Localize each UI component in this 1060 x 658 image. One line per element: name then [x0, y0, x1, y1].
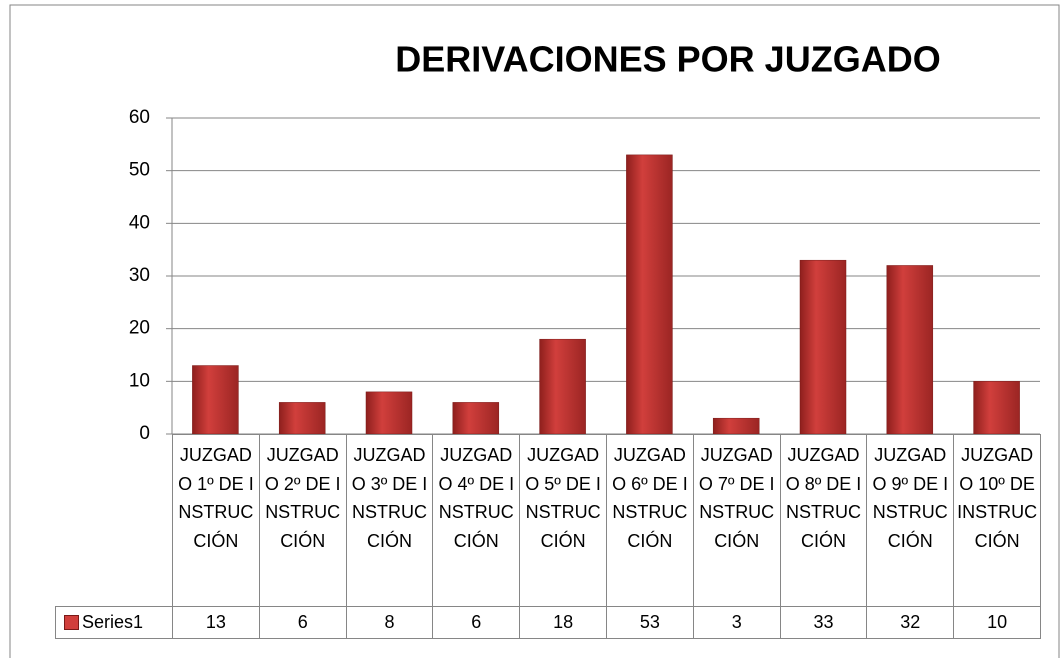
- y-tick-label: 20: [129, 318, 150, 339]
- bar: [278, 402, 326, 435]
- bar: [712, 417, 760, 435]
- y-tick-label: 60: [129, 107, 150, 128]
- bar: [973, 381, 1020, 435]
- y-tick-label: 30: [129, 265, 150, 286]
- legend-marker: [64, 615, 79, 630]
- category-cell: JUZGADO 8º DE INSTRUCCIÓN: [779, 434, 868, 607]
- category-cell: JUZGADO 5º DE INSTRUCCIÓN: [519, 434, 607, 607]
- value-cell: 13: [172, 606, 260, 639]
- value-cell: 53: [606, 606, 694, 639]
- category-cell: JUZGADO 6º DE INSTRUCCIÓN: [606, 434, 694, 607]
- category-cell: JUZGADO 3º DE INSTRUCCIÓN: [345, 434, 434, 607]
- bar: [799, 259, 847, 435]
- y-tick-label: 40: [129, 212, 150, 233]
- value-cell: 6: [432, 606, 521, 639]
- value-cell: 6: [258, 606, 347, 639]
- y-tick-label: 50: [129, 160, 150, 181]
- y-tick-label: 10: [129, 370, 150, 391]
- chart-title: DERIVACIONES POR JUZGADO: [395, 39, 940, 80]
- value-cell: 18: [519, 606, 607, 639]
- category-cell: JUZGADO 9º DE INSTRUCCIÓN: [866, 434, 955, 607]
- y-tick-label: 0: [139, 423, 150, 444]
- bar: [192, 365, 239, 435]
- bar: [539, 338, 586, 435]
- category-cell: JUZGADO 10º DE INSTRUCCIÓN: [953, 434, 1041, 607]
- category-cell: JUZGADO 4º DE INSTRUCCIÓN: [432, 434, 521, 607]
- chart-frame: [9, 4, 1060, 658]
- value-cell: 10: [953, 606, 1041, 639]
- value-cell: 8: [345, 606, 434, 639]
- legend-cell: Series1: [55, 606, 173, 639]
- category-cell: JUZGADO 1º DE INSTRUCCIÓN: [172, 434, 260, 607]
- legend-label: Series1: [82, 612, 144, 633]
- value-cell: 32: [866, 606, 955, 639]
- bar: [626, 154, 673, 435]
- bar: [886, 265, 934, 435]
- bar: [365, 391, 413, 435]
- category-cell: JUZGADO 7º DE INSTRUCCIÓN: [692, 434, 781, 607]
- bar: [452, 402, 500, 435]
- value-cell: 3: [692, 606, 781, 639]
- value-cell: 33: [779, 606, 868, 639]
- category-cell: JUZGADO 2º DE INSTRUCCIÓN: [258, 434, 347, 607]
